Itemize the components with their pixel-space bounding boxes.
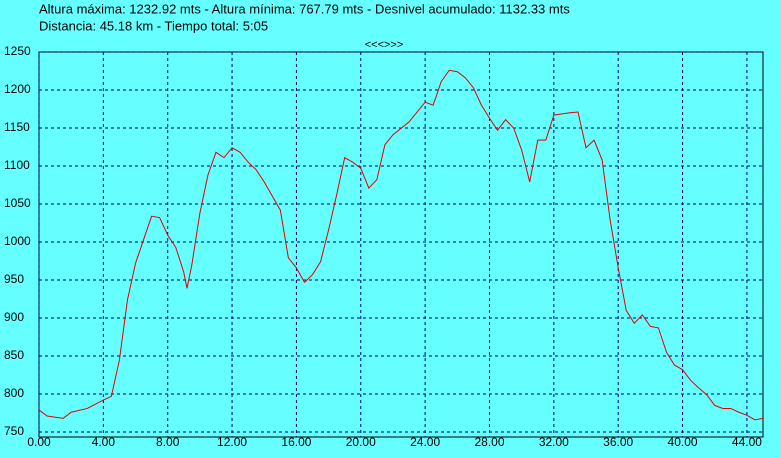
x-tick-label: 28.00 [474, 435, 504, 449]
stats-line: Distancia: 45.18 km - Tiempo total: 5:05 [39, 18, 268, 33]
x-tick-label: 0.00 [27, 435, 51, 449]
x-tick-label: 40.00 [668, 435, 698, 449]
x-tick-label: 24.00 [410, 435, 440, 449]
elevation-line [38, 69, 764, 421]
y-tick-label: 1250 [4, 44, 31, 58]
y-tick-label: 1050 [4, 196, 31, 210]
x-tick-label: 32.00 [539, 435, 569, 449]
nav-arrows[interactable]: <<<>>> [365, 39, 404, 51]
y-tick-label: 1100 [4, 158, 30, 172]
x-tick-label: 20.00 [346, 435, 376, 449]
y-tick-label: 800 [4, 386, 24, 400]
y-tick-label: 750 [4, 424, 24, 438]
x-tick-label: 12.00 [217, 435, 247, 449]
y-tick-label: 950 [4, 272, 24, 286]
y-tick-label: 1200 [4, 82, 31, 96]
y-tick-label: 850 [4, 348, 24, 362]
x-tick-label: 16.00 [281, 435, 311, 449]
y-tick-label: 1150 [4, 120, 30, 134]
stats-line: Altura máxima: 1232.92 mts - Altura míni… [39, 1, 570, 16]
x-tick-label: 8.00 [156, 435, 180, 449]
y-tick-label: 1000 [4, 234, 31, 248]
x-tick-label: 44.00 [732, 435, 762, 449]
x-tick-label: 4.00 [92, 435, 116, 449]
x-tick-label: 36.00 [603, 435, 633, 449]
y-tick-label: 900 [4, 310, 24, 324]
